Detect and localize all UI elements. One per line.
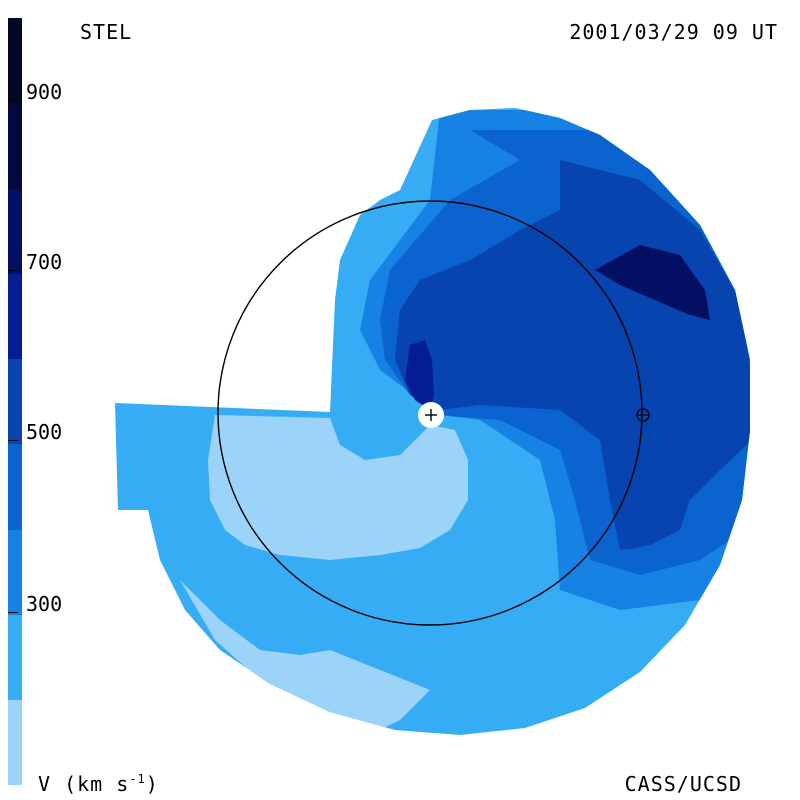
- velocity-unit-label: V (km s-1): [38, 772, 159, 796]
- earth-marker: [636, 408, 650, 422]
- credit-label: CASS/UCSD: [624, 772, 742, 796]
- contour-light-center: [208, 415, 468, 560]
- colorbar-tick: [8, 440, 18, 441]
- unit-close: ): [145, 772, 159, 796]
- colorbar-segment: [8, 103, 22, 190]
- contour-dark-lobe: [620, 450, 690, 550]
- contour-darkest-top: [595, 245, 710, 320]
- colorbar-segment: [8, 18, 22, 104]
- contour-darker-core: [405, 340, 434, 410]
- colorbar-tick: [8, 270, 18, 271]
- colorbar-tick-label: 900: [26, 80, 63, 104]
- colorbar-tick-label: 300: [26, 592, 63, 616]
- velocity-colorbar: [8, 18, 22, 785]
- colorbar-segment: [8, 358, 22, 445]
- unit-exponent: -1: [129, 772, 146, 786]
- colorbar-segment: [8, 528, 22, 615]
- colorbar-segment: [8, 698, 22, 785]
- contour-light-bottom: [180, 580, 430, 730]
- colorbar-segment: [8, 188, 22, 275]
- colorbar-segment: [8, 443, 22, 530]
- sun-marker: [418, 402, 444, 428]
- colorbar-segment: [8, 613, 22, 700]
- datetime-label: 2001/03/29 09 UT: [569, 20, 778, 44]
- colorbar-tick: [8, 612, 18, 613]
- unit-main: V (km s: [38, 772, 130, 796]
- colorbar-segment: [8, 273, 22, 360]
- colorbar-tick-label: 500: [26, 420, 63, 444]
- colorbar-tick: [8, 100, 18, 101]
- site-label: STEL: [80, 20, 133, 44]
- earth-orbit-circle: [217, 200, 643, 626]
- colorbar-tick-label: 700: [26, 250, 63, 274]
